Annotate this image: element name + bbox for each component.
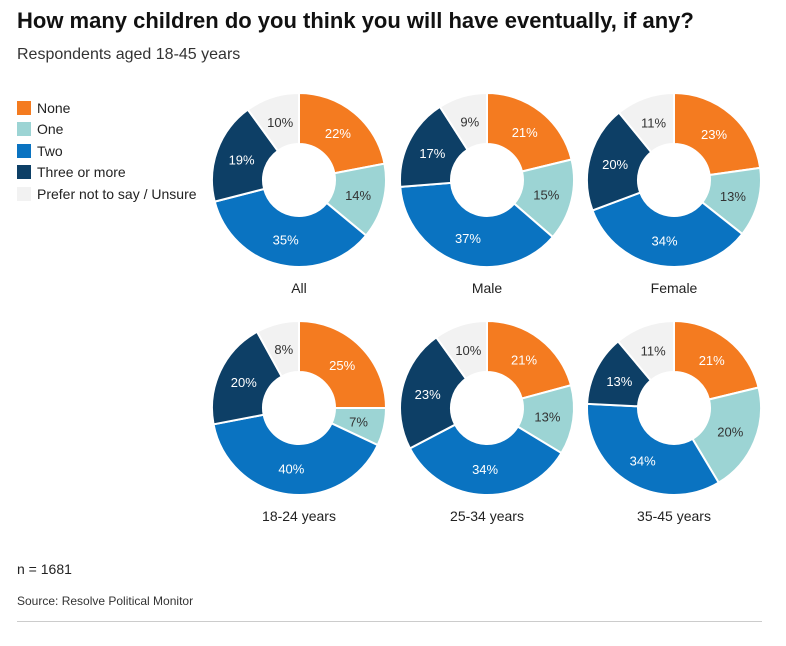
donut-slice-two [213,187,368,268]
slice-value-label: 40% [278,462,304,477]
donut-slice-three-or-more [399,105,469,188]
donut-slice-unsure [255,319,300,378]
legend-label: Two [37,142,63,159]
slice-value-label: 10% [267,115,293,130]
donut-slice-two [212,413,380,496]
slice-value-label: 15% [533,187,559,202]
donut-slice-none [486,91,573,173]
legend-swatch-none [17,100,31,115]
slice-value-label: 20% [717,425,743,440]
donut-slice-none [298,319,388,409]
slice-value-label: 37% [455,231,481,246]
donut-group-label: Female [651,280,698,296]
sample-size-note: n = 1681 [17,561,72,577]
donut-group-label: Male [472,280,503,296]
donut-slice-three-or-more [399,335,468,450]
slice-value-label: 13% [720,189,746,204]
donut-slice-unsure [246,91,300,153]
donut-slice-unsure [616,319,675,382]
slice-value-label: 35% [273,233,299,248]
slice-value-label: 20% [602,157,628,172]
slice-value-label: 34% [472,462,498,477]
slice-value-label: 34% [630,453,656,468]
slice-value-label: 13% [534,410,560,425]
legend-label: None [37,99,71,116]
source-note: Source: Resolve Political Monitor [17,594,194,608]
slice-value-label: 22% [325,126,351,141]
slice-value-label: 14% [345,188,371,203]
legend-item-two: Two [17,140,197,162]
donut-group-label: 18-24 years [262,508,336,524]
slice-value-label: 34% [652,233,678,248]
legend-label: Three or more [37,164,126,181]
slice-value-label: 11% [641,344,666,359]
slice-value-label: 21% [511,353,537,368]
legend-item-one: One [17,119,197,141]
slice-value-label: 25% [329,358,355,373]
legend-swatch-one [17,122,31,137]
slice-value-label: 21% [699,353,725,368]
donut-group-label: 25-34 years [450,508,524,524]
donut-slice-unsure [617,91,675,154]
donut-slice-none [298,91,386,175]
donut-slice-two [399,181,555,268]
legend-label: One [37,121,64,138]
slice-value-label: 20% [231,375,257,390]
donut-slice-unsure [434,319,488,381]
slice-value-label: 8% [274,342,293,357]
legend-item-three-or-more: Three or more [17,162,197,184]
legend-item-unsure: Prefer not to say / Unsure [17,183,197,205]
slice-value-label: 10% [455,343,481,358]
donut-slice-none [673,319,760,401]
bottom-divider [17,621,762,622]
slice-value-label: 19% [229,152,255,167]
slice-value-label: 17% [419,146,445,161]
slice-value-label: 13% [606,374,632,389]
donut-slice-two [408,423,563,496]
donut-slice-two [591,191,744,268]
legend: None One Two Three or more Prefer not to… [17,97,197,205]
donut-slice-three-or-more [211,330,284,426]
slice-value-label: 7% [349,414,368,429]
slice-value-label: 9% [460,114,479,129]
donut-slice-one [691,386,762,485]
donut-slice-unsure [438,91,488,152]
slice-value-label: 23% [415,387,441,402]
chart-subtitle: Respondents aged 18-45 years [17,46,241,63]
donut-slice-three-or-more [211,108,280,203]
legend-swatch-unsure [17,186,31,201]
slice-value-label: 23% [701,127,727,142]
donut-slice-none [673,91,762,177]
legend-label: Prefer not to say / Unsure [37,185,197,202]
legend-item-none: None [17,97,197,119]
donut-group-label: All [291,280,307,296]
legend-swatch-two [17,143,31,158]
slice-value-label: 21% [512,125,538,140]
donut-slice-two [586,402,721,496]
donut-slice-none [486,319,573,400]
legend-swatch-three-or-more [17,165,31,180]
slice-value-label: 11% [641,116,666,131]
chart-title: How many children do you think you will … [17,8,694,33]
donut-group-label: 35-45 years [637,508,711,524]
donut-slice-three-or-more [586,111,653,212]
